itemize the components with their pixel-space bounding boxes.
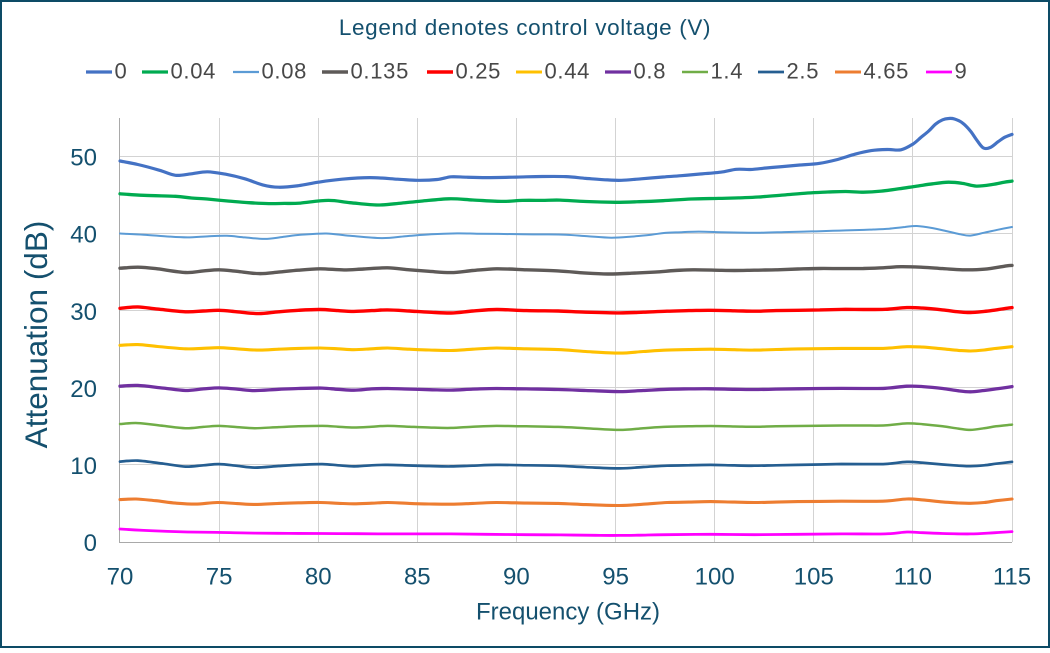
svg-text:9: 9 — [955, 59, 968, 84]
svg-text:0.44: 0.44 — [545, 59, 591, 84]
svg-text:75: 75 — [206, 564, 233, 591]
svg-text:105: 105 — [794, 564, 834, 591]
svg-text:50: 50 — [70, 145, 97, 172]
svg-text:0.135: 0.135 — [351, 59, 410, 84]
svg-text:Frequency (GHz): Frequency (GHz) — [476, 599, 660, 626]
svg-text:0.04: 0.04 — [171, 59, 217, 84]
svg-text:10: 10 — [70, 453, 97, 480]
svg-text:0: 0 — [115, 59, 128, 84]
svg-text:110: 110 — [894, 564, 932, 591]
svg-text:20: 20 — [70, 376, 97, 403]
svg-text:1.4: 1.4 — [711, 59, 744, 84]
svg-text:0: 0 — [84, 530, 97, 557]
svg-text:30: 30 — [70, 299, 97, 326]
svg-text:0.8: 0.8 — [634, 59, 667, 84]
svg-text:80: 80 — [305, 564, 332, 591]
svg-text:95: 95 — [602, 564, 629, 591]
svg-text:100: 100 — [695, 564, 735, 591]
svg-text:40: 40 — [70, 222, 97, 249]
svg-text:Legend denotes control voltage: Legend denotes control voltage (V) — [339, 15, 711, 40]
svg-text:115: 115 — [993, 564, 1031, 591]
svg-text:90: 90 — [503, 564, 530, 591]
svg-text:0.08: 0.08 — [262, 59, 308, 84]
svg-text:4.65: 4.65 — [864, 59, 910, 84]
svg-text:2.5: 2.5 — [787, 59, 820, 84]
svg-text:85: 85 — [404, 564, 431, 591]
svg-text:70: 70 — [107, 564, 134, 591]
svg-text:0.25: 0.25 — [456, 59, 502, 84]
svg-text:Attenuation (dB): Attenuation (dB) — [18, 221, 54, 449]
